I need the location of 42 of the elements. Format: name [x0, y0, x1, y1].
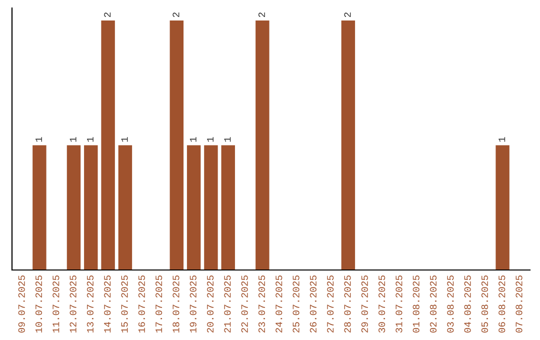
data-label: 1	[87, 137, 94, 142]
x-tick-label: 30.07.2025	[378, 275, 386, 333]
data-label: 2	[258, 12, 265, 18]
x-tick-label: 16.07.2025	[138, 275, 145, 333]
data-label: 1	[224, 137, 231, 142]
data-label: 2	[172, 12, 180, 18]
x-tick-label: 11.07.2025	[52, 275, 60, 333]
x-tick-label: 22.07.2025	[241, 275, 248, 333]
x-tick-label: 06.08.2025	[498, 275, 506, 333]
x-tick-label: 01.08.2025	[412, 275, 420, 333]
x-tick-label: 23.07.2025	[258, 275, 266, 333]
x-tick-label: 17.07.2025	[156, 275, 162, 333]
x-tick-label: 09.07.2025	[18, 275, 25, 333]
data-label: 2	[104, 12, 111, 18]
data-label: 1	[70, 137, 76, 142]
data-label: 1	[190, 137, 196, 142]
x-tick-label: 18.07.2025	[172, 275, 180, 333]
x-tick-label: 05.08.2025	[481, 275, 488, 333]
x-tick-label: 21.07.2025	[224, 275, 231, 333]
data-label: 1	[207, 137, 214, 142]
x-tick-label: 24.07.2025	[276, 275, 282, 333]
x-tick-label: 03.08.2025	[447, 275, 454, 333]
x-tick-label: 12.07.2025	[70, 275, 76, 333]
x-tick-label: 14.07.2025	[104, 275, 111, 333]
x-tick-label: 26.07.2025	[310, 275, 316, 333]
x-tick-label: 27.07.2025	[327, 275, 334, 333]
x-tick-label: 04.08.2025	[464, 275, 471, 333]
x-tick-label: 10.07.2025	[35, 275, 42, 333]
data-label: 1	[498, 137, 506, 142]
x-tick-label: 02.08.2025	[430, 275, 437, 333]
x-tick-label: 20.07.2025	[206, 275, 214, 333]
data-label: 1	[121, 137, 128, 142]
x-tick-label: 15.07.2025	[121, 275, 128, 333]
x-tick-label: 31.07.2025	[396, 275, 402, 333]
x-tick-label: 28.07.2025	[344, 275, 351, 333]
data-label: 1	[36, 137, 42, 142]
x-tick-label: 29.07.2025	[361, 275, 368, 333]
x-tick-label: 07.08.2025	[516, 275, 522, 333]
x-tick-label: 25.07.2025	[292, 275, 300, 333]
data-label: 2	[344, 12, 351, 18]
x-tick-label: 19.07.2025	[190, 275, 196, 333]
x-tick-label: 13.07.2025	[86, 275, 94, 333]
